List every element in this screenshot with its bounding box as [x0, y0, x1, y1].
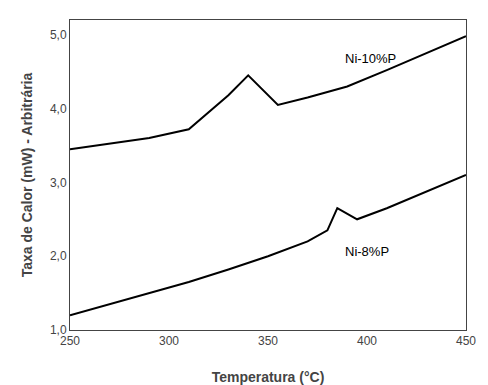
svg-text:2,0: 2,0: [50, 249, 67, 263]
svg-text:250: 250: [60, 334, 80, 348]
svg-text:Temperatura (°C): Temperatura (°C): [212, 369, 325, 385]
svg-text:350: 350: [258, 334, 278, 348]
svg-text:3,0: 3,0: [50, 176, 67, 190]
svg-text:300: 300: [159, 334, 179, 348]
svg-text:400: 400: [357, 334, 377, 348]
svg-text:450: 450: [456, 334, 476, 348]
svg-text:4,0: 4,0: [50, 102, 67, 116]
svg-text:1,0: 1,0: [50, 323, 67, 337]
svg-text:5,0: 5,0: [50, 28, 67, 42]
svg-text:Taxa de Calor (mW) - Arbitrári: Taxa de Calor (mW) - Arbitrária: [19, 72, 35, 277]
svg-text:Ni-10%P: Ni-10%P: [345, 51, 396, 66]
svg-text:Ni-8%P: Ni-8%P: [345, 244, 389, 259]
